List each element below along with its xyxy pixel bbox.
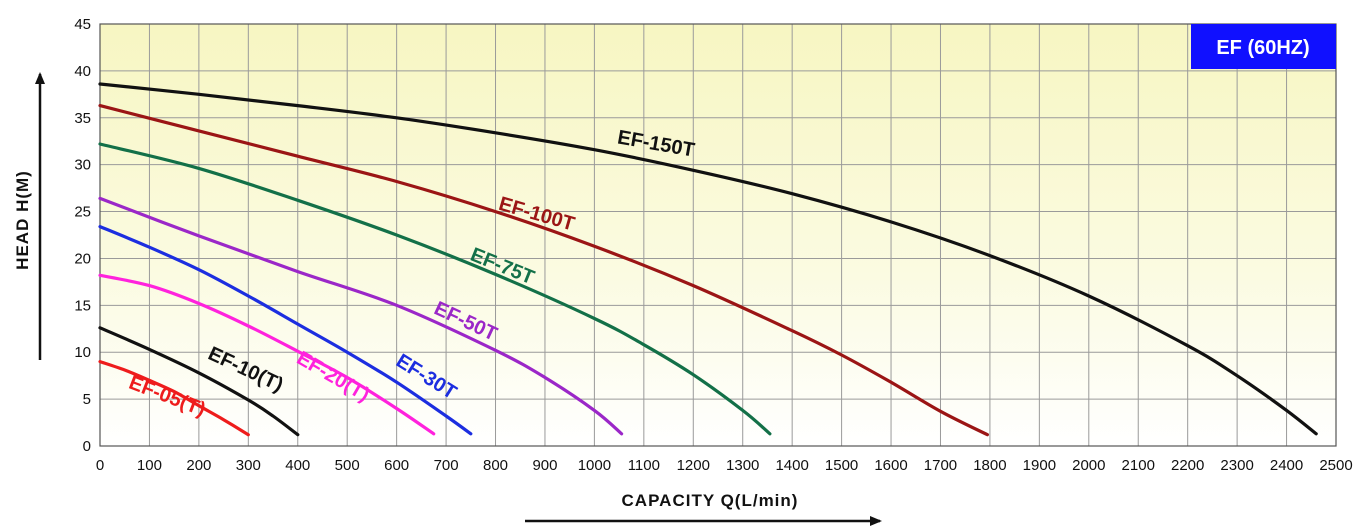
plot-border bbox=[99, 23, 1337, 447]
y-tick-label: 15 bbox=[74, 297, 91, 314]
x-tick-label: 200 bbox=[186, 457, 211, 474]
x-tick-label: 1500 bbox=[825, 457, 858, 474]
curve-ef-150t bbox=[98, 82, 1318, 436]
x-tick-label: 2000 bbox=[1072, 457, 1105, 474]
x-tick-label: 1200 bbox=[677, 457, 710, 474]
x-tick-label: 1000 bbox=[578, 457, 611, 474]
x-tick-label: 1900 bbox=[1023, 457, 1056, 474]
curve-ef-10-t bbox=[98, 326, 300, 437]
x-tick-label: 100 bbox=[137, 457, 162, 474]
x-tick-label: 2200 bbox=[1171, 457, 1204, 474]
x-tick-label: 2300 bbox=[1220, 457, 1253, 474]
x-tick-label: 1100 bbox=[628, 457, 660, 474]
x-axis-title: CAPACITY Q(L/min) bbox=[622, 491, 799, 510]
y-tick-label: 25 bbox=[74, 204, 91, 221]
curve-ef-05-t bbox=[98, 360, 250, 437]
x-tick-label: 300 bbox=[236, 457, 261, 474]
curve-ef-75t bbox=[98, 142, 772, 436]
title-badge bbox=[1191, 24, 1336, 69]
y-tick-label: 0 bbox=[83, 438, 91, 455]
x-tick-label: 1700 bbox=[924, 457, 957, 474]
x-tick-label: 1800 bbox=[973, 457, 1006, 474]
x-tick-label: 2100 bbox=[1122, 457, 1155, 474]
x-tick-label: 500 bbox=[335, 457, 360, 474]
x-tick-label: 2500 bbox=[1319, 457, 1352, 474]
x-tick-label: 900 bbox=[532, 457, 557, 474]
y-axis-title: HEAD H(M) bbox=[13, 170, 32, 270]
x-tick-label: 2400 bbox=[1270, 457, 1303, 474]
plot-area bbox=[100, 24, 1336, 446]
grid-lines bbox=[99, 23, 1337, 447]
y-tick-label: 45 bbox=[74, 16, 91, 33]
chart-title: EF (60HZ) bbox=[1216, 37, 1309, 59]
x-tick-label: 1300 bbox=[726, 457, 759, 474]
x-axis-ticks: 0 100 200 300 400 500 600 700 800 900 1000 1100 1200… bbox=[96, 457, 1353, 474]
x-tick-label: 0 bbox=[96, 457, 104, 474]
x-tick-label: 600 bbox=[384, 457, 409, 474]
y-tick-label: 10 bbox=[74, 344, 91, 361]
curve-ef-100t bbox=[98, 104, 989, 437]
y-tick-label: 30 bbox=[74, 157, 91, 174]
y-tick-label: 35 bbox=[74, 110, 91, 127]
curve-ef-30t bbox=[98, 225, 473, 436]
y-tick-label: 40 bbox=[74, 63, 91, 80]
x-tick-label: 400 bbox=[285, 457, 310, 474]
y-tick-label: 20 bbox=[74, 250, 91, 267]
x-tick-label: 1400 bbox=[775, 457, 808, 474]
y-axis-ticks: 0 5 10 15 20 25 30 35 40 45 bbox=[74, 16, 91, 455]
performance-curves bbox=[98, 82, 1318, 437]
x-tick-label: 800 bbox=[483, 457, 508, 474]
x-tick-label: 700 bbox=[434, 457, 459, 474]
x-tick-label: 1600 bbox=[874, 457, 907, 474]
curve-ef-50t bbox=[98, 196, 624, 436]
curve-ef-20-t bbox=[98, 273, 436, 436]
y-tick-label: 5 bbox=[83, 391, 91, 408]
